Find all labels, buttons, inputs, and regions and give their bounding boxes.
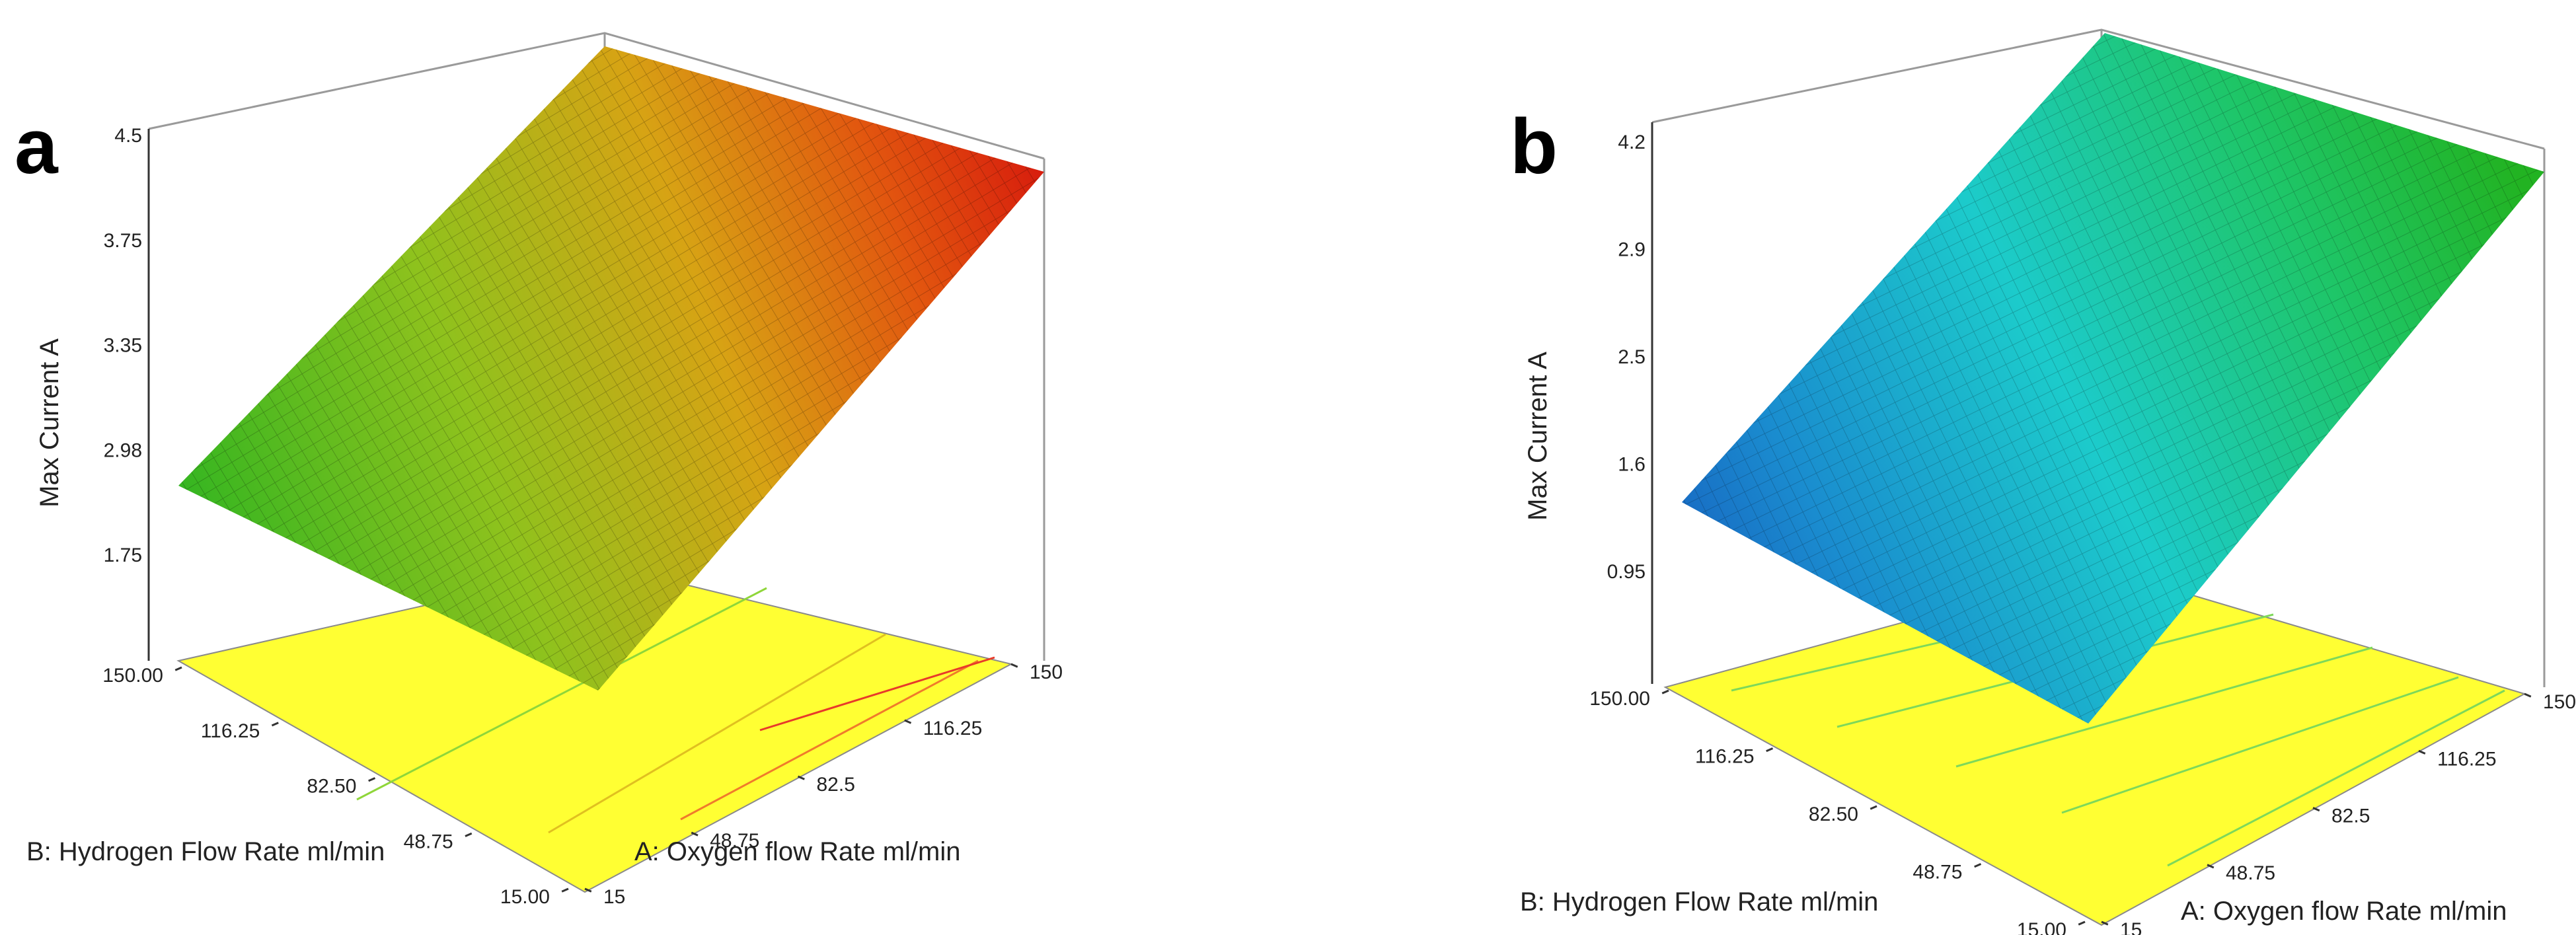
- contour-line: [1955, 646, 2373, 768]
- y-axis-label-b: B: Hydrogen Flow Rate ml/min: [1520, 887, 1878, 916]
- x-ticks-b: 15 48.75 82.5 116.25 150: [2101, 691, 2576, 935]
- x-tick-label: 116.25: [2437, 748, 2497, 770]
- contour-line: [2167, 689, 2505, 867]
- x-tick-label: 48.75: [710, 830, 759, 852]
- z-axis-label-a: Max Current A: [35, 338, 64, 507]
- y-tick-mark: [1661, 689, 1669, 694]
- y-tick-mark: [2078, 920, 2086, 926]
- x-tick-mark: [2312, 807, 2320, 812]
- contour-line: [2061, 676, 2459, 814]
- z-tick-label: 3.75: [104, 230, 142, 252]
- x-axis-label-b: A: Oxygen flow Rate ml/min: [2181, 897, 2507, 926]
- x-tick-label: 82.5: [817, 774, 855, 796]
- x-tick-mark: [1010, 663, 1018, 668]
- x-ticks-a: 15 48.75 82.5 116.25 150: [584, 661, 1063, 908]
- chart-b: b 0.95 1.6 2.5 2.9 4.2 Max Current A 15.00 48…: [1510, 28, 2576, 935]
- contour-line: [759, 656, 995, 731]
- y-tick-mark: [561, 887, 569, 893]
- y-tick-label: 48.75: [1913, 862, 1962, 883]
- y-tick-label: 150.00: [1589, 688, 1650, 710]
- x-tick-label: 15: [2120, 919, 2142, 935]
- y-tick-mark: [465, 832, 473, 837]
- y-tick-label: 82.50: [307, 776, 356, 798]
- x-tick-label: 150: [1030, 661, 1063, 683]
- z-tick-label: 1.6: [1618, 454, 1646, 476]
- x-tick-label: 150: [2543, 691, 2576, 713]
- x-tick-mark: [691, 831, 699, 837]
- x-tick-label: 82.5: [2331, 805, 2370, 827]
- contour-line: [680, 659, 979, 821]
- contour-line: [356, 587, 767, 801]
- x-tick-label: 116.25: [923, 718, 983, 739]
- y-tick-mark: [1870, 805, 1877, 810]
- y-tick-label: 116.25: [1695, 746, 1755, 768]
- z-ticks-b: 0.95 1.6 2.5 2.9 4.2: [1607, 131, 1646, 583]
- z-tick-label: 2.98: [104, 439, 142, 461]
- x-tick-mark: [584, 887, 592, 893]
- y-tick-mark: [271, 722, 279, 727]
- y-tick-mark: [174, 666, 182, 671]
- y-tick-mark: [368, 777, 376, 782]
- x-tick-label: 15: [603, 886, 625, 908]
- panel-label-a: a: [15, 103, 59, 190]
- x-tick-label: 48.75: [2226, 862, 2275, 884]
- y-tick-mark: [1974, 863, 1982, 868]
- surface-mesh-a: [178, 46, 1044, 691]
- y-tick-label: 48.75: [404, 831, 453, 852]
- z-tick-label: 3.35: [104, 335, 142, 357]
- contour-line: [548, 633, 886, 834]
- x-tick-mark: [904, 719, 912, 724]
- x-tick-mark: [2101, 920, 2109, 926]
- y-tick-label: 15.00: [500, 886, 550, 908]
- x-axis-label-a: A: Oxygen flow Rate ml/min: [634, 837, 961, 866]
- y-tick-label: 15.00: [2017, 919, 2066, 935]
- surface-mesh-b: [1682, 33, 2544, 724]
- x-tick-mark: [797, 775, 805, 780]
- y-ticks-a: 15.00 48.75 82.50 116.25 150.00: [102, 665, 569, 908]
- chart-a: a 1.75 2.98 3.35 3.75 4.5 Max Current A 15.0…: [15, 32, 1063, 908]
- x-tick-mark: [2418, 749, 2426, 755]
- z-tick-label: 2.9: [1618, 239, 1646, 261]
- z-tick-label: 4.5: [114, 125, 142, 147]
- y-tick-label: 116.25: [201, 720, 260, 742]
- x-tick-mark: [2524, 692, 2532, 698]
- y-tick-mark: [1766, 747, 1774, 753]
- z-axis-label-b: Max Current A: [1523, 352, 1552, 521]
- y-axis-label-a: B: Hydrogen Flow Rate ml/min: [26, 837, 385, 866]
- z-tick-label: 4.2: [1618, 131, 1646, 153]
- panel-label-b: b: [1510, 103, 1558, 190]
- x-tick-mark: [2207, 864, 2215, 869]
- z-tick-label: 0.95: [1607, 561, 1646, 583]
- z-tick-label: 1.75: [104, 544, 142, 566]
- y-tick-label: 82.50: [1809, 804, 1858, 825]
- z-ticks-a: 1.75 2.98 3.35 3.75 4.5: [104, 125, 142, 566]
- y-ticks-b: 15.00 48.75 82.50 116.25 150.00: [1589, 688, 2086, 935]
- z-tick-label: 2.5: [1618, 346, 1646, 368]
- y-tick-label: 150.00: [102, 665, 163, 687]
